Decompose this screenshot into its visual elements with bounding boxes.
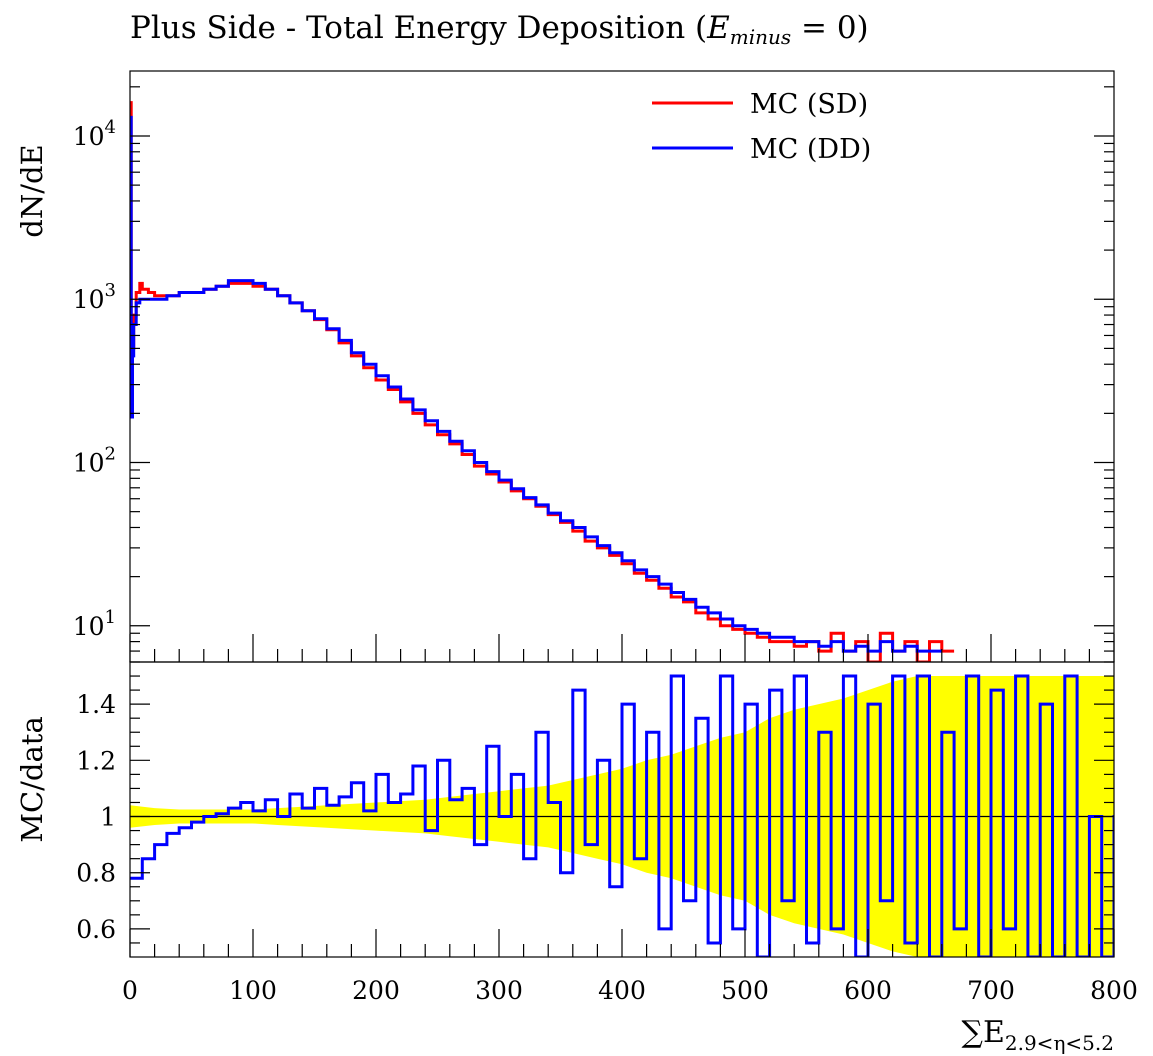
y-tick-exponent: 1 <box>105 607 116 628</box>
x-tick-label: 600 <box>844 976 892 1005</box>
y-tick-label: 102 <box>73 444 116 478</box>
ratio-y-tick-label: 0.8 <box>76 859 116 888</box>
y-tick-label: 104 <box>73 117 116 151</box>
x-axis-label-subscript: 2.9<η<5.2 <box>1005 1031 1114 1055</box>
main-y-axis-label: dN/dE <box>15 144 49 237</box>
x-tick-label: 800 <box>1090 976 1138 1005</box>
x-tick-label: 400 <box>598 976 646 1005</box>
main-panel <box>129 70 1115 663</box>
x-axis-label: ∑E2.9<η<5.2 <box>962 1015 1114 1055</box>
ratio-y-tick-label: 1.4 <box>76 690 116 719</box>
title-prefix: Plus Side - Total Energy Deposition ( <box>130 10 708 46</box>
chart-title: Plus Side - Total Energy Deposition (Emi… <box>130 10 869 49</box>
x-tick-label: 300 <box>475 976 523 1005</box>
axes-text: 101 102 103 104 0.6 0.8 1 1.2 1.4 0 100 200 300 400 50… <box>15 117 1138 1055</box>
x-tick-label: 0 <box>122 976 138 1005</box>
main-frame <box>129 70 1115 663</box>
ratio-y-tick-label: 0.6 <box>76 915 116 944</box>
ratio-panel <box>129 661 1115 958</box>
ratio-series-group <box>130 674 1114 957</box>
x-tick-label: 100 <box>229 976 277 1005</box>
series-line-mc-dd <box>130 115 942 653</box>
y-tick-exponent: 3 <box>105 280 116 301</box>
main-series-group <box>130 101 955 662</box>
legend-label-mc-sd: MC (SD) <box>750 89 868 120</box>
y-tick-exponent: 4 <box>105 117 116 138</box>
ratio-y-axis-label: MC/data <box>15 716 49 842</box>
legend: MC (SD) MC (DD) <box>652 89 871 165</box>
ratio-y-tick-label: 1.2 <box>76 746 116 775</box>
x-tick-label: 200 <box>352 976 400 1005</box>
x-tick-label: 700 <box>967 976 1015 1005</box>
ratio-series-line <box>130 674 1114 957</box>
x-tick-label: 500 <box>721 976 769 1005</box>
title-var: E <box>707 10 730 46</box>
y-tick-label: 103 <box>73 280 116 314</box>
title-sub: minus <box>729 25 792 49</box>
series-line-mc-sd <box>130 101 955 662</box>
ratio-y-tick-label: 1 <box>100 803 116 832</box>
title-suffix: = 0) <box>791 10 869 46</box>
y-tick-exponent: 2 <box>105 444 116 465</box>
y-tick-label: 101 <box>73 607 116 641</box>
legend-label-mc-dd: MC (DD) <box>750 134 871 165</box>
